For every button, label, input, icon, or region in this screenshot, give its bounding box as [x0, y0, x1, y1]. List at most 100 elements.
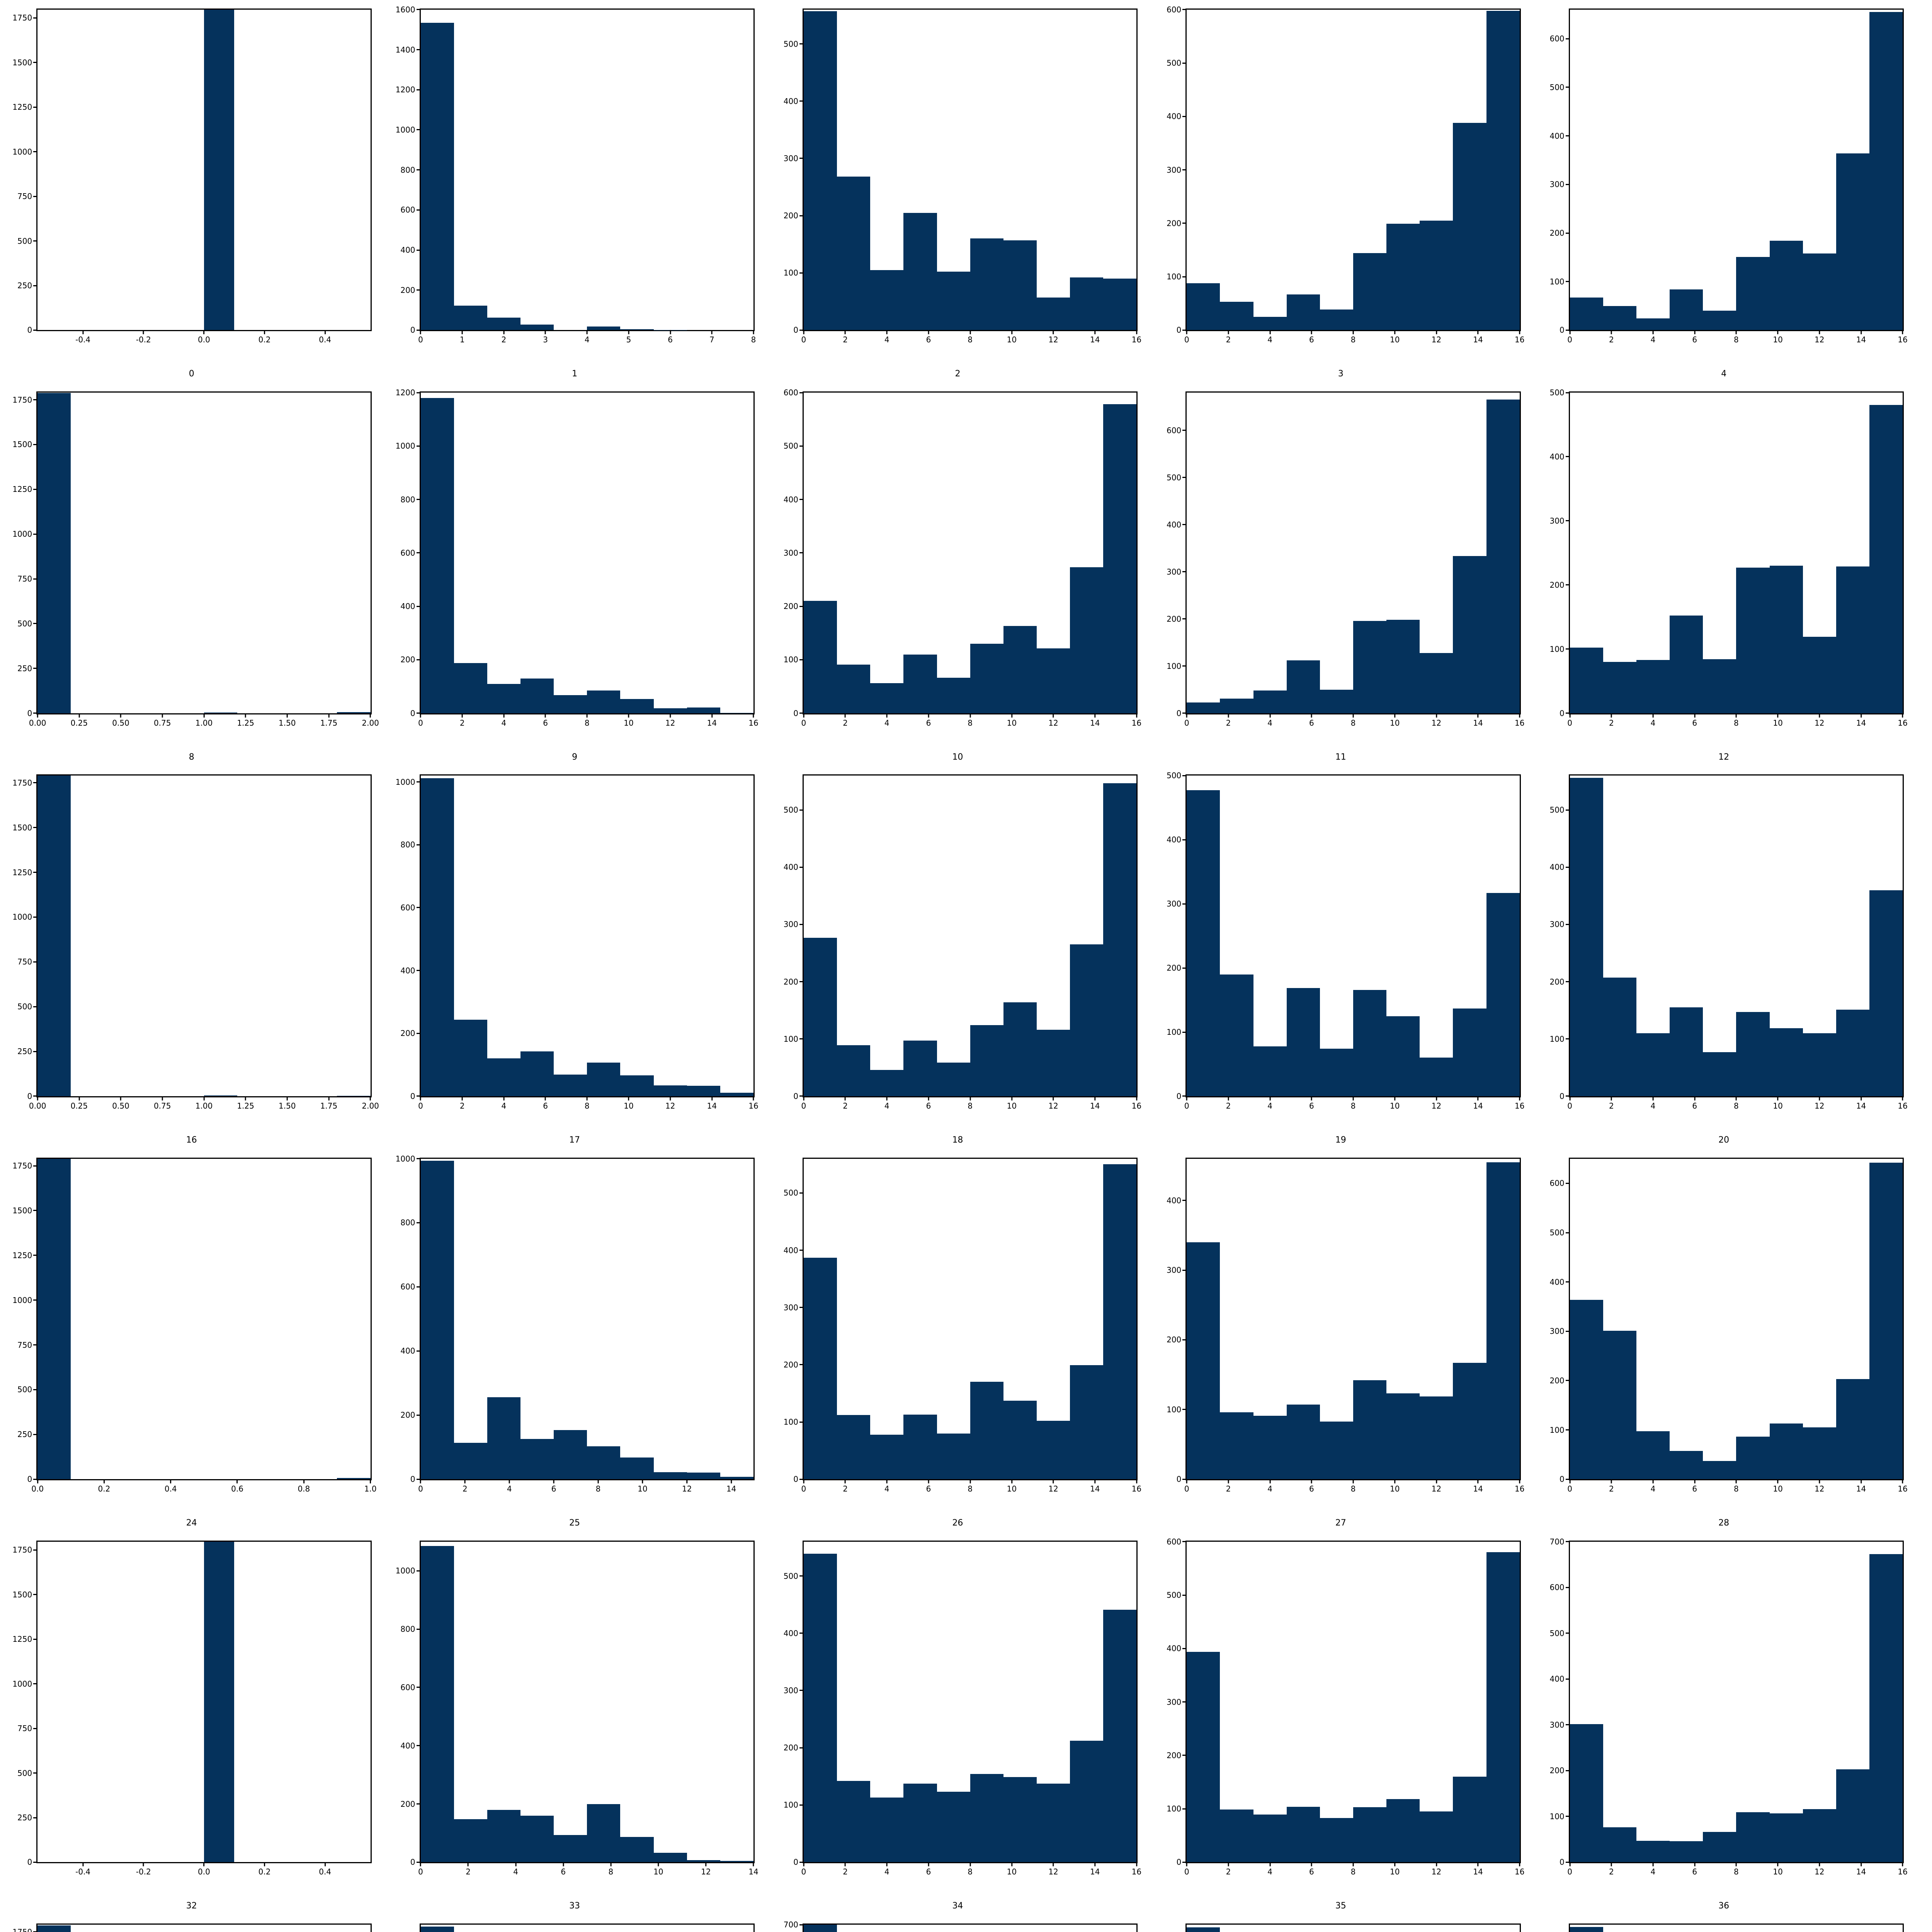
histogram-bar	[1320, 309, 1354, 330]
y-tick: 1250	[12, 103, 38, 111]
x-tick-label: 8	[1734, 1101, 1739, 1111]
x-tick: 10	[624, 1096, 634, 1110]
x-tick: 14	[1090, 330, 1100, 344]
y-tick-label: 1500	[12, 440, 32, 449]
x-tick-mark	[586, 713, 588, 718]
y-tick-mark	[1565, 713, 1570, 714]
y-tick-mark	[33, 1165, 38, 1167]
x-tick: 6	[926, 713, 931, 727]
x-tick-mark	[886, 713, 888, 718]
x-tick: 0	[1567, 1479, 1572, 1493]
y-tick-mark	[1565, 1770, 1570, 1771]
plot-area: 0 250 500 750 1000 1250 1500 1750 0.0 0.2 0.4 0.6 0.…	[12, 1157, 377, 1493]
x-tick-mark	[162, 713, 163, 718]
histogram-bar	[487, 1058, 520, 1096]
histogram-bar	[1253, 690, 1287, 713]
x-tick-label: 7	[709, 335, 714, 345]
y-tick-mark	[1565, 1633, 1570, 1634]
x-tick-mark	[845, 1479, 846, 1484]
y-tick-label: 400	[1167, 835, 1182, 845]
x-tick-label: 0	[418, 1867, 423, 1877]
x-tick-mark	[1519, 713, 1520, 718]
y-tick-label: 500	[1167, 1590, 1182, 1600]
y-tick-mark	[1182, 62, 1187, 64]
y-tick: 0	[27, 1475, 38, 1483]
y-tick-mark	[1565, 456, 1570, 457]
x-axis-label: 11	[1335, 752, 1346, 762]
x-tick: 8	[968, 1479, 973, 1493]
histogram-bar	[37, 776, 71, 1096]
x-tick-mark	[1094, 713, 1096, 718]
histogram-bar	[1220, 302, 1253, 330]
y-tick-label: 300	[783, 1303, 798, 1312]
x-tick-mark	[120, 1096, 122, 1100]
x-tick: 10	[1773, 713, 1783, 727]
x-axis-label: 29	[1915, 1519, 1932, 1527]
y-tick: 500	[1549, 806, 1570, 814]
x-tick-mark	[1136, 1479, 1137, 1484]
y-tick: 400	[1549, 453, 1570, 461]
x-tick-label: 14	[1090, 1101, 1100, 1111]
x-tick-mark	[969, 1096, 971, 1100]
histogram-panel-18: 0 100 200 300 400 500 0 2 4 6 8 10 12 14 16 18	[766, 766, 1149, 1149]
histogram-bar	[1103, 1164, 1137, 1480]
x-tick-label: 12	[1048, 1484, 1058, 1494]
histogram-bar	[454, 306, 487, 330]
y-tick-mark	[416, 1032, 421, 1034]
y-tick-label: 0	[1559, 325, 1565, 335]
x-tick: 4	[1267, 713, 1272, 727]
y-tick-label: 0	[1559, 1091, 1565, 1101]
y-tick-mark	[416, 499, 421, 500]
x-tick-mark	[420, 1479, 422, 1484]
y-tick: 800	[400, 1625, 421, 1633]
y-tick: 1000	[396, 1567, 421, 1575]
x-tick: 4	[1267, 1862, 1272, 1876]
y-tick-label: 600	[400, 1282, 415, 1292]
x-tick-label: 0	[801, 718, 806, 728]
x-tick-label: 0.4	[319, 1867, 332, 1877]
x-tick-mark	[1186, 1479, 1187, 1484]
x-tick: 12	[701, 1862, 711, 1876]
x-tick-mark	[464, 1479, 466, 1484]
x-tick: 8	[968, 713, 973, 727]
y-tick: 100	[1167, 1805, 1187, 1813]
x-tick-mark	[1477, 1479, 1479, 1484]
y-tick: 300	[1167, 1698, 1187, 1706]
x-tick-mark	[928, 330, 929, 335]
y-tick-label: 0	[1176, 1091, 1182, 1101]
x-tick: 3	[543, 330, 548, 344]
y-tick-label: 600	[400, 548, 415, 558]
y-tick: 1000	[396, 1155, 421, 1163]
y-tick: 500	[1549, 83, 1570, 91]
y-tick-label: 200	[1167, 614, 1182, 624]
y-tick-mark	[416, 1414, 421, 1416]
histogram-bar	[1570, 298, 1603, 330]
x-tick-label: 4	[1650, 335, 1656, 345]
x-tick-mark	[670, 713, 671, 718]
y-tick-mark	[1565, 392, 1570, 393]
x-tick-mark	[1053, 713, 1054, 718]
histogram-bar	[1769, 1028, 1803, 1096]
x-tick-label: 8	[584, 718, 590, 728]
x-tick: 12	[1048, 1862, 1058, 1876]
x-tick-label: 0.4	[319, 335, 332, 345]
y-tick-label: 0	[793, 708, 798, 718]
y-tick-mark	[799, 329, 804, 331]
x-tick-label: 2	[463, 1484, 468, 1494]
x-tick-label: 10	[1773, 1101, 1783, 1111]
y-tick-mark	[1565, 1429, 1570, 1431]
x-tick: 6	[1309, 1096, 1314, 1110]
x-tick: 10	[1390, 330, 1400, 344]
x-tick: 4	[585, 330, 590, 344]
x-tick-label: 8	[968, 1484, 973, 1494]
histogram-bar	[870, 270, 904, 330]
x-tick-label: 2	[843, 1484, 848, 1494]
x-tick-mark	[1477, 1862, 1479, 1867]
y-tick: 0	[410, 326, 421, 334]
y-tick-label: 100	[1549, 277, 1565, 286]
histogram-bar	[1636, 1840, 1670, 1862]
x-tick-label: 0.00	[29, 1101, 46, 1111]
x-tick-label: 16	[1515, 1867, 1525, 1877]
y-tick-mark	[1182, 1648, 1187, 1649]
y-tick-label: 400	[1549, 452, 1565, 461]
